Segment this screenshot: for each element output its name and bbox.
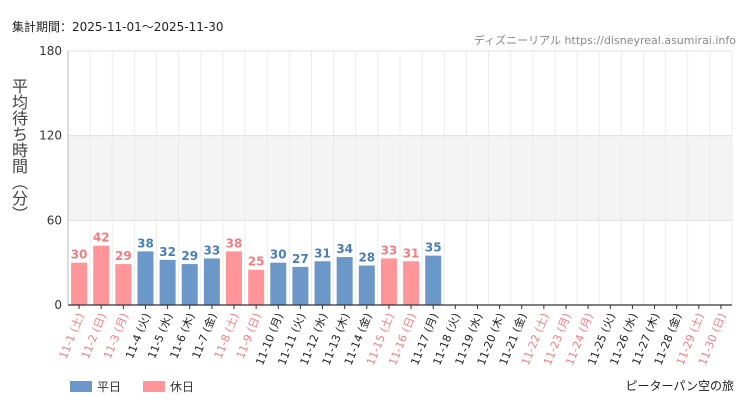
y-tick-label: 60 xyxy=(47,213,62,227)
legend-item-weekday: 平日 xyxy=(70,378,121,395)
legend-swatch-weekday xyxy=(70,381,92,392)
bar xyxy=(226,251,242,305)
y-tick-label: 120 xyxy=(39,129,62,143)
bar xyxy=(358,265,375,305)
bar-value-label: 31 xyxy=(314,246,331,260)
bar-value-label: 30 xyxy=(270,248,287,262)
bar xyxy=(137,251,154,305)
y-tick-label: 0 xyxy=(54,298,62,312)
bar xyxy=(314,261,331,305)
bar xyxy=(71,262,88,305)
source-credit: ディズニーリアル https://disneyreal.asumirai.inf… xyxy=(473,34,736,47)
bar-value-label: 38 xyxy=(137,236,154,250)
bar xyxy=(203,258,220,305)
legend: 平日 休日 xyxy=(70,378,194,395)
bar xyxy=(380,258,397,305)
bar xyxy=(115,264,132,305)
bar xyxy=(159,259,176,305)
legend-swatch-holiday xyxy=(143,381,166,392)
bar-value-label: 34 xyxy=(336,242,353,256)
bar xyxy=(336,257,353,305)
bar-value-label: 33 xyxy=(204,243,221,257)
bar-value-label: 25 xyxy=(248,255,265,269)
bar xyxy=(248,269,265,305)
bar-value-label: 33 xyxy=(381,243,398,257)
bar xyxy=(292,266,309,305)
bar-value-label: 31 xyxy=(403,246,420,260)
bar-value-label: 28 xyxy=(358,250,375,264)
bar-value-label: 32 xyxy=(159,245,176,259)
bar xyxy=(181,264,198,305)
bar-value-label: 27 xyxy=(292,252,309,266)
attraction-name: ピーターパン空の旅 xyxy=(625,379,734,393)
legend-label-holiday: 休日 xyxy=(170,380,195,394)
bar xyxy=(270,262,287,305)
bar-value-label: 29 xyxy=(115,249,132,263)
y-axis-title: 平均待ち時間（分） xyxy=(9,78,28,222)
bar xyxy=(403,261,420,305)
bar-value-label: 38 xyxy=(226,236,243,250)
bar xyxy=(425,255,442,305)
bar-value-label: 42 xyxy=(93,231,110,245)
bar-value-label: 35 xyxy=(425,241,442,255)
bar xyxy=(93,245,110,305)
bar-value-label: 30 xyxy=(71,248,88,262)
legend-item-holiday: 休日 xyxy=(143,378,194,395)
period-label: 集計期間：2025-11-01～2025-11-30 xyxy=(12,20,224,34)
y-tick-label: 180 xyxy=(39,44,62,58)
legend-label-weekday: 平日 xyxy=(97,380,122,394)
bar-value-label: 29 xyxy=(181,249,198,263)
